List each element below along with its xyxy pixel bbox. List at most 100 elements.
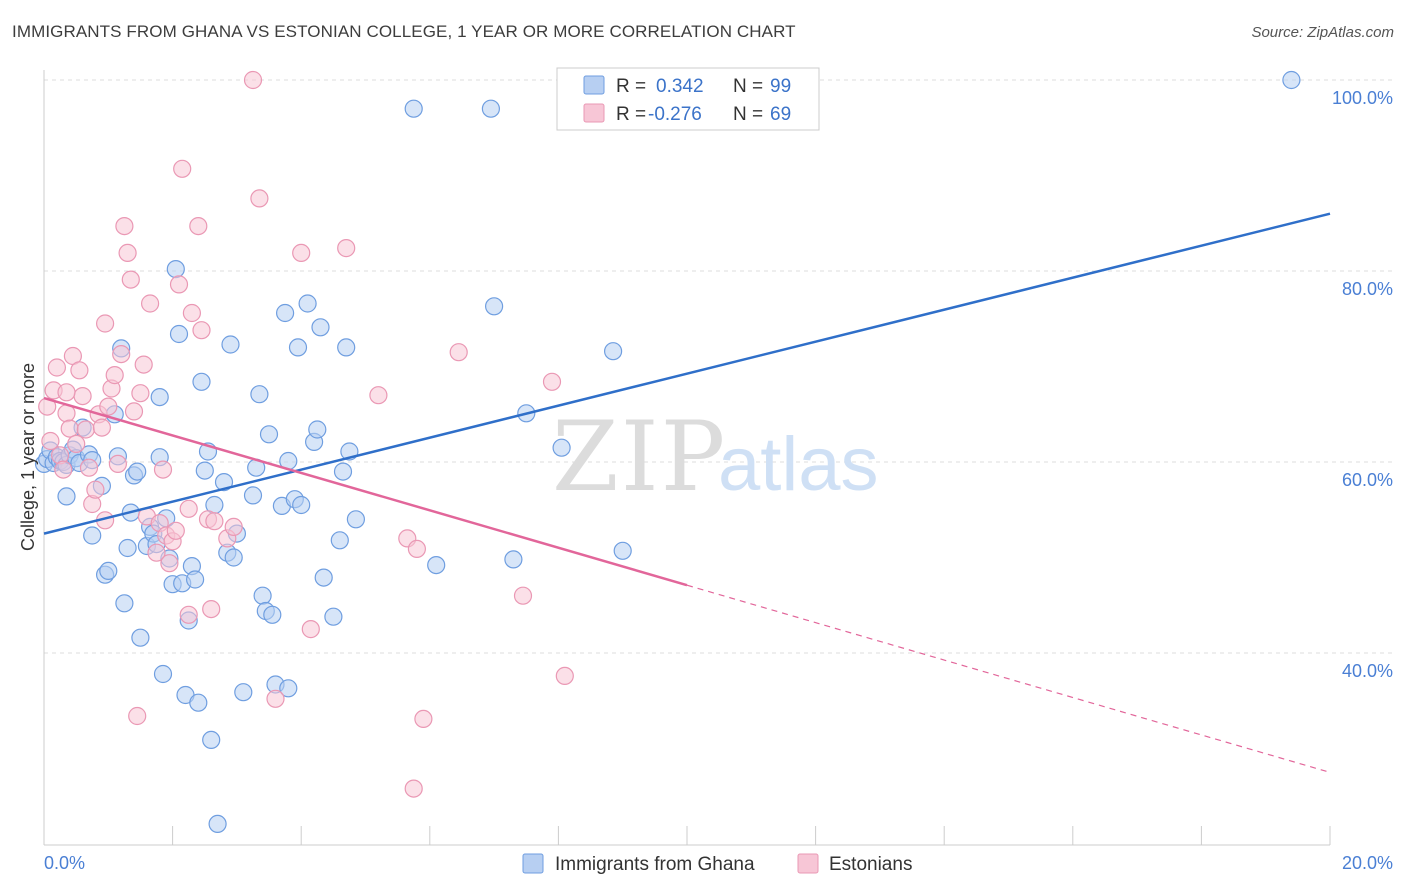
ghana-point-89 xyxy=(504,550,523,569)
trend-line-ghana xyxy=(43,212,1331,535)
watermark-zip: ZIP xyxy=(552,401,727,513)
ghana-point-65 xyxy=(263,605,282,624)
chart-source: Source: ZipAtlas.com xyxy=(1251,24,1394,41)
ghana-point-19 xyxy=(99,561,118,581)
estonians-point-1 xyxy=(41,431,60,451)
ghana-point-88 xyxy=(485,297,504,316)
ghana-point-61 xyxy=(250,385,269,404)
ghana-point-15 xyxy=(57,487,76,506)
legend-n-value-estonians: 69 xyxy=(770,104,791,125)
ghana-point-27 xyxy=(128,462,147,481)
estonians-point-52 xyxy=(250,189,269,208)
ghana-point-87 xyxy=(481,99,500,118)
ghana-point-55 xyxy=(221,335,240,354)
ghana-point-68 xyxy=(276,303,295,323)
ghana-point-74 xyxy=(298,294,317,313)
y-tick-label-40: 40.0% xyxy=(1342,661,1393,681)
bottom-legend-swatch-ghana xyxy=(522,853,544,874)
legend-swatch-ghana xyxy=(583,75,605,95)
estonians-point-33 xyxy=(147,543,166,562)
estonians-point-11 xyxy=(73,387,92,406)
ghana-point-16 xyxy=(83,526,102,545)
estonians-point-9 xyxy=(67,434,86,453)
x-tick-label-min: 0.0% xyxy=(44,853,85,873)
x-tick-label-max: 20.0% xyxy=(1342,853,1393,873)
ghana-point-35 xyxy=(153,664,173,684)
estonians-point-28 xyxy=(128,706,147,726)
ghana-point-24 xyxy=(118,538,137,558)
y-axis-title: College, 1 year or more xyxy=(18,363,38,551)
series-ghana-points xyxy=(34,70,1301,834)
estonians-point-44 xyxy=(189,217,208,236)
estonians-point-48 xyxy=(205,512,224,531)
ghana-point-84 xyxy=(346,510,365,529)
estonians-point-23 xyxy=(108,454,128,473)
estonians-point-10 xyxy=(70,361,89,380)
watermark-atlas: atlas xyxy=(718,422,879,507)
ghana-point-40 xyxy=(169,324,189,344)
estonians-point-26 xyxy=(118,243,137,262)
estonians-point-22 xyxy=(105,366,124,385)
estonians-point-17 xyxy=(92,418,112,437)
bottom-legend-label-estonians: Estonians xyxy=(829,854,912,875)
ghana-point-86 xyxy=(427,555,446,575)
ghana-point-81 xyxy=(333,462,353,481)
y-tick-label-80: 80.0% xyxy=(1342,279,1393,299)
ghana-point-85 xyxy=(404,99,423,118)
ghana-point-77 xyxy=(311,318,330,337)
estonians-point-25 xyxy=(115,217,134,236)
ghana-point-79 xyxy=(324,607,343,626)
grid-lines xyxy=(44,79,1392,654)
correlation-legend: R = 0.342 N = 99 R = -0.276 N = 69 xyxy=(556,67,820,131)
estonians-point-13 xyxy=(79,458,99,477)
bottom-legend-label-ghana: Immigrants from Ghana xyxy=(555,854,755,875)
estonians-point-66 xyxy=(179,499,198,518)
ghana-point-78 xyxy=(314,568,333,587)
estonians-point-27 xyxy=(121,270,140,289)
legend-n-label-ghana: N = xyxy=(733,76,763,97)
ghana-point-46 xyxy=(189,693,208,712)
ghana-point-69 xyxy=(279,679,298,698)
estonians-point-62 xyxy=(449,343,468,362)
ghana-point-52 xyxy=(208,814,227,834)
ghana-point-73 xyxy=(292,495,311,515)
ghana-point-50 xyxy=(202,730,221,750)
estonians-point-61 xyxy=(404,779,423,798)
estonians-point-20 xyxy=(99,397,118,416)
ghana-point-23 xyxy=(115,594,134,613)
estonians-point-29 xyxy=(131,384,150,403)
ghana-point-28 xyxy=(131,628,150,647)
ghana-point-72 xyxy=(288,338,308,357)
legend-r-value-ghana: 0.342 xyxy=(656,76,704,97)
ghana-point-91 xyxy=(552,438,571,457)
y-tick-label-60: 60.0% xyxy=(1342,470,1393,490)
ghana-point-80 xyxy=(330,531,349,550)
y-tick-label-100: 100.0% xyxy=(1332,88,1393,108)
ghana-point-94 xyxy=(1282,70,1301,90)
series-legend: Immigrants from Ghana Estonians xyxy=(522,853,912,875)
estonians-point-7 xyxy=(60,419,79,438)
trend-line-estonians-extension xyxy=(686,584,1331,773)
ghana-point-76 xyxy=(308,420,327,439)
ghana-point-92 xyxy=(603,342,623,361)
estonians-point-43 xyxy=(182,303,201,323)
estonians-point-64 xyxy=(542,372,562,391)
estonians-point-45 xyxy=(192,321,211,340)
estonians-point-56 xyxy=(337,239,356,258)
estonians-point-53 xyxy=(266,689,285,708)
ghana-point-47 xyxy=(192,372,211,391)
ghana-point-59 xyxy=(243,486,263,505)
legend-r-value-estonians: -0.276 xyxy=(648,104,702,125)
legend-r-label-estonians: R = xyxy=(616,104,646,125)
ghana-point-62 xyxy=(253,586,272,605)
legend-swatch-estonians xyxy=(583,103,605,123)
estonians-point-63 xyxy=(513,586,533,605)
estonians-point-67 xyxy=(124,402,144,421)
estonians-point-30 xyxy=(134,355,153,374)
estonians-point-24 xyxy=(112,345,131,364)
bottom-legend-swatch-estonians xyxy=(797,853,819,874)
estonians-point-15 xyxy=(86,480,105,499)
estonians-point-37 xyxy=(160,554,179,573)
estonians-point-40 xyxy=(169,275,189,294)
